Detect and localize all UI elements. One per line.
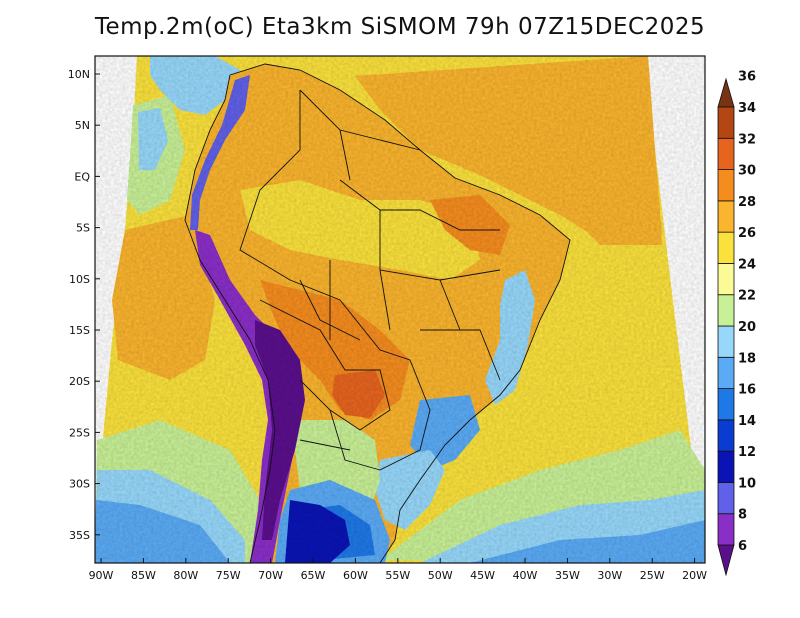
lat-tick-label: EQ (74, 170, 90, 183)
longitude-axis: 90W 85W 80W 75W 70W 65W 60W 55W 50W 45W 40W 35W 30W 2… (89, 558, 707, 582)
colorbar-box (717, 513, 735, 546)
lon-tick-label: 25W (640, 569, 665, 582)
colorbar-box (717, 294, 735, 327)
colorbar-label: 32 (738, 132, 756, 147)
colorbar-box (717, 137, 735, 170)
colorbar-label: 26 (738, 226, 756, 241)
lat-tick-label: 35S (69, 529, 90, 542)
colorbar-bottom-arrow (717, 544, 735, 577)
colorbar-label: 18 (738, 351, 756, 366)
colorbar-label: 30 (738, 164, 756, 179)
lon-tick-label: 35W (555, 569, 580, 582)
lon-tick-label: 30W (597, 569, 622, 582)
colorbar-label: 36 (738, 70, 756, 85)
lat-tick-label: 10S (69, 273, 90, 286)
lon-tick-label: 55W (385, 569, 410, 582)
lat-tick-label: 5S (76, 222, 90, 235)
colorbar-box (717, 356, 735, 389)
colorbar-box (717, 388, 735, 421)
colorbar-box (717, 482, 735, 515)
west-coast (184, 74, 276, 563)
temperature-field (95, 56, 705, 563)
lat-tick-label: 5N (75, 119, 90, 132)
paraguay-bolivia (259, 299, 391, 431)
colorbar: 6 8 10 12 14 16 18 20 22 24 26 28 30 32 34 36 (717, 70, 756, 577)
colorbar-box (717, 231, 735, 264)
colorbar-box (717, 200, 735, 233)
state-lines-1 (339, 179, 501, 381)
brazil-west-border (239, 90, 431, 471)
colorbar-label: 20 (738, 320, 756, 335)
lat-tick-label: 30S (69, 478, 90, 491)
lon-tick-label: 70W (258, 569, 283, 582)
lat-tick-label: 20S (69, 375, 90, 388)
colorbar-label: 28 (738, 195, 756, 210)
colorbar-box (717, 450, 735, 483)
colorbar-box (717, 106, 735, 139)
lon-tick-label: 50W (428, 569, 453, 582)
map-frame (94, 55, 706, 564)
lon-tick-label: 20W (682, 569, 707, 582)
lat-tick-label: 15S (69, 324, 90, 337)
field-texture (95, 56, 705, 563)
lat-tick-label: 25S (69, 426, 90, 439)
colorbar-label: 16 (738, 383, 756, 398)
lon-tick-label: 65W (301, 569, 326, 582)
lon-tick-label: 90W (89, 569, 114, 582)
colorbar-label: 34 (738, 101, 756, 116)
lon-tick-label: 75W (216, 569, 241, 582)
lon-tick-label: 45W (470, 569, 495, 582)
lon-tick-label: 40W (513, 569, 538, 582)
lat-tick-label: 10N (68, 68, 90, 81)
colorbar-top-arrow (717, 77, 735, 108)
lon-tick-label: 85W (131, 569, 156, 582)
colorbar-label: 12 (738, 445, 756, 460)
colorbar-box (717, 263, 735, 296)
colorbar-box (717, 169, 735, 202)
lon-tick-label: 60W (343, 569, 368, 582)
colorbar-label: 6 (738, 539, 747, 554)
colorbar-label: 14 (738, 414, 756, 429)
borders (184, 63, 571, 563)
colorbar-label: 10 (738, 476, 756, 491)
state-lines-2 (299, 260, 391, 341)
colorbar-label: 22 (738, 289, 756, 304)
colorbar-box (717, 419, 735, 452)
argentina-chile (299, 379, 381, 471)
map-title: Temp.2m(oC) Eta3km SiSMOM 79h 07Z15DEC20… (94, 14, 706, 40)
lon-tick-label: 80W (173, 569, 198, 582)
colorbar-box (717, 325, 735, 358)
coastline (229, 63, 571, 563)
latitude-axis: 10N 5N EQ 5S 10S 15S 20S 25S 30S 35S (68, 68, 100, 542)
guianas (299, 89, 421, 181)
colorbar-label: 24 (738, 257, 756, 272)
colorbar-label: 8 (738, 508, 747, 523)
